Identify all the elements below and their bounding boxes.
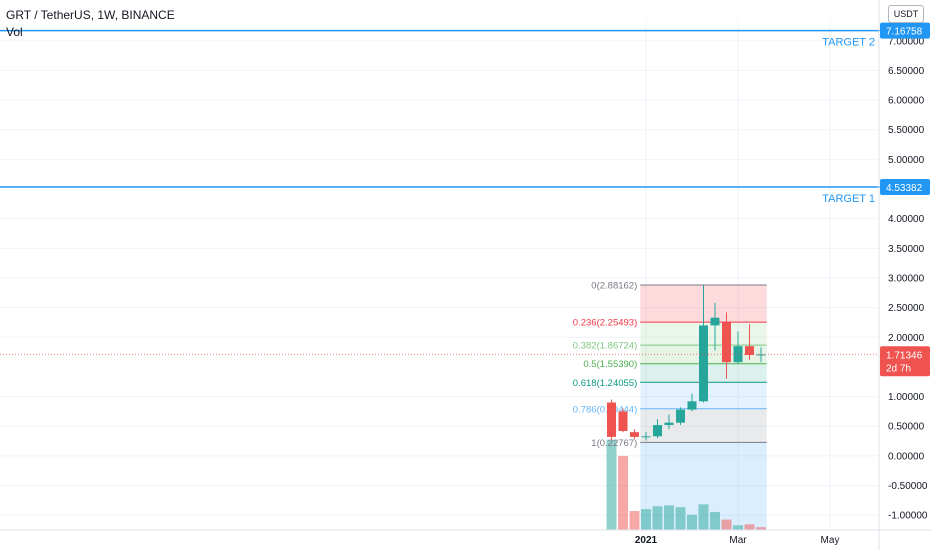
price-tick-label: 4.00000 bbox=[888, 214, 925, 225]
volume-bar bbox=[744, 524, 755, 530]
price-tick-label: 5.50000 bbox=[888, 125, 925, 136]
volume-bar bbox=[756, 527, 766, 530]
target-label: TARGET 1 bbox=[822, 193, 875, 205]
fib-level-label: 1(0.22767) bbox=[591, 438, 637, 449]
price-tick-label: 6.50000 bbox=[888, 66, 925, 77]
target-price-tag bbox=[880, 179, 930, 196]
volume-indicator-label[interactable]: Vol bbox=[6, 25, 23, 39]
volume-bar bbox=[733, 525, 743, 530]
candle-body bbox=[630, 432, 639, 437]
volume-bar bbox=[618, 455, 628, 530]
currency-badge[interactable]: USDT bbox=[888, 5, 924, 23]
time-tick-label: 2021 bbox=[635, 535, 658, 546]
symbol-title: GRT / TetherUS, 1W, BINANCE bbox=[6, 8, 175, 22]
volume-bar bbox=[606, 439, 617, 530]
target-label: TARGET 2 bbox=[822, 37, 875, 49]
candle-body bbox=[676, 409, 685, 423]
fib-level-label: 0(2.88162) bbox=[591, 280, 637, 291]
volume-bar bbox=[710, 511, 720, 530]
price-axis[interactable]: 7.00000 6.50000 6.00000 5.50000 5.00000 4.000… bbox=[878, 0, 928, 550]
grid-lines bbox=[0, 20, 878, 530]
candle-body bbox=[664, 422, 674, 426]
price-tick-label: 5.00000 bbox=[888, 155, 925, 166]
candle-body bbox=[745, 346, 754, 356]
price-tick-label: -0.50000 bbox=[888, 481, 928, 492]
price-tick-label: 2.50000 bbox=[888, 303, 925, 314]
time-tick-label: Mar bbox=[729, 535, 747, 546]
candle-body bbox=[641, 436, 651, 438]
price-tick-label: 3.50000 bbox=[888, 244, 925, 255]
fib-level-label: 0.236(2.25493) bbox=[573, 318, 637, 329]
candle-body bbox=[653, 425, 662, 437]
candle-body bbox=[607, 402, 616, 437]
volume-bar bbox=[664, 505, 674, 530]
candle-body bbox=[756, 354, 766, 356]
price-tick-label: 1.00000 bbox=[888, 392, 925, 403]
volume-bar bbox=[675, 507, 686, 530]
target-price-tag bbox=[880, 22, 930, 39]
fib-level-label: 0.5(1.55390) bbox=[583, 359, 637, 370]
price-tags: 7.16758 4.53382 1.71346 2d 7h bbox=[880, 22, 930, 377]
current-price-tag bbox=[880, 346, 930, 377]
volume-bar bbox=[721, 519, 732, 530]
volume-bar bbox=[698, 504, 709, 530]
countdown-label: 2d 7h bbox=[886, 363, 911, 374]
fib-level-label: 0.786(0.79444) bbox=[573, 404, 637, 415]
price-tick-label: -1.00000 bbox=[888, 511, 928, 522]
price-tick-label: 0.50000 bbox=[888, 422, 925, 433]
candle-body bbox=[699, 325, 708, 402]
volume-bar bbox=[641, 509, 651, 530]
target-price-tag-label: 4.53382 bbox=[886, 183, 923, 194]
candle-body bbox=[710, 317, 720, 326]
volume-bars bbox=[606, 439, 766, 530]
price-tick-label: 2.00000 bbox=[888, 333, 925, 344]
candle-body bbox=[722, 322, 731, 363]
price-tick-label: 0.00000 bbox=[888, 451, 925, 462]
price-tick-label: 6.00000 bbox=[888, 96, 925, 107]
target-lines[interactable]: TARGET 2 TARGET 1 bbox=[0, 29, 882, 355]
candle-body bbox=[687, 401, 697, 410]
fib-levels[interactable]: 0(2.88162) 0.236(2.25493) 0.382(1.86724) 0.… bbox=[573, 280, 767, 449]
current-price-label: 1.71346 bbox=[886, 350, 923, 361]
fib-level-label: 0.382(1.86724) bbox=[573, 341, 637, 352]
price-tick-label: 3.00000 bbox=[888, 273, 925, 284]
volume-bar bbox=[652, 506, 663, 530]
time-tick-label: May bbox=[821, 535, 840, 546]
fib-level-label: 0.618(1.24055) bbox=[573, 378, 637, 389]
candle-body bbox=[618, 411, 628, 431]
price-tick-label: 7.00000 bbox=[888, 36, 925, 47]
target-price-tag-label: 7.16758 bbox=[886, 27, 923, 38]
time-axis[interactable]: 2021 Mar May bbox=[0, 529, 932, 546]
volume-bar bbox=[629, 511, 640, 530]
volume-bar bbox=[687, 514, 697, 530]
